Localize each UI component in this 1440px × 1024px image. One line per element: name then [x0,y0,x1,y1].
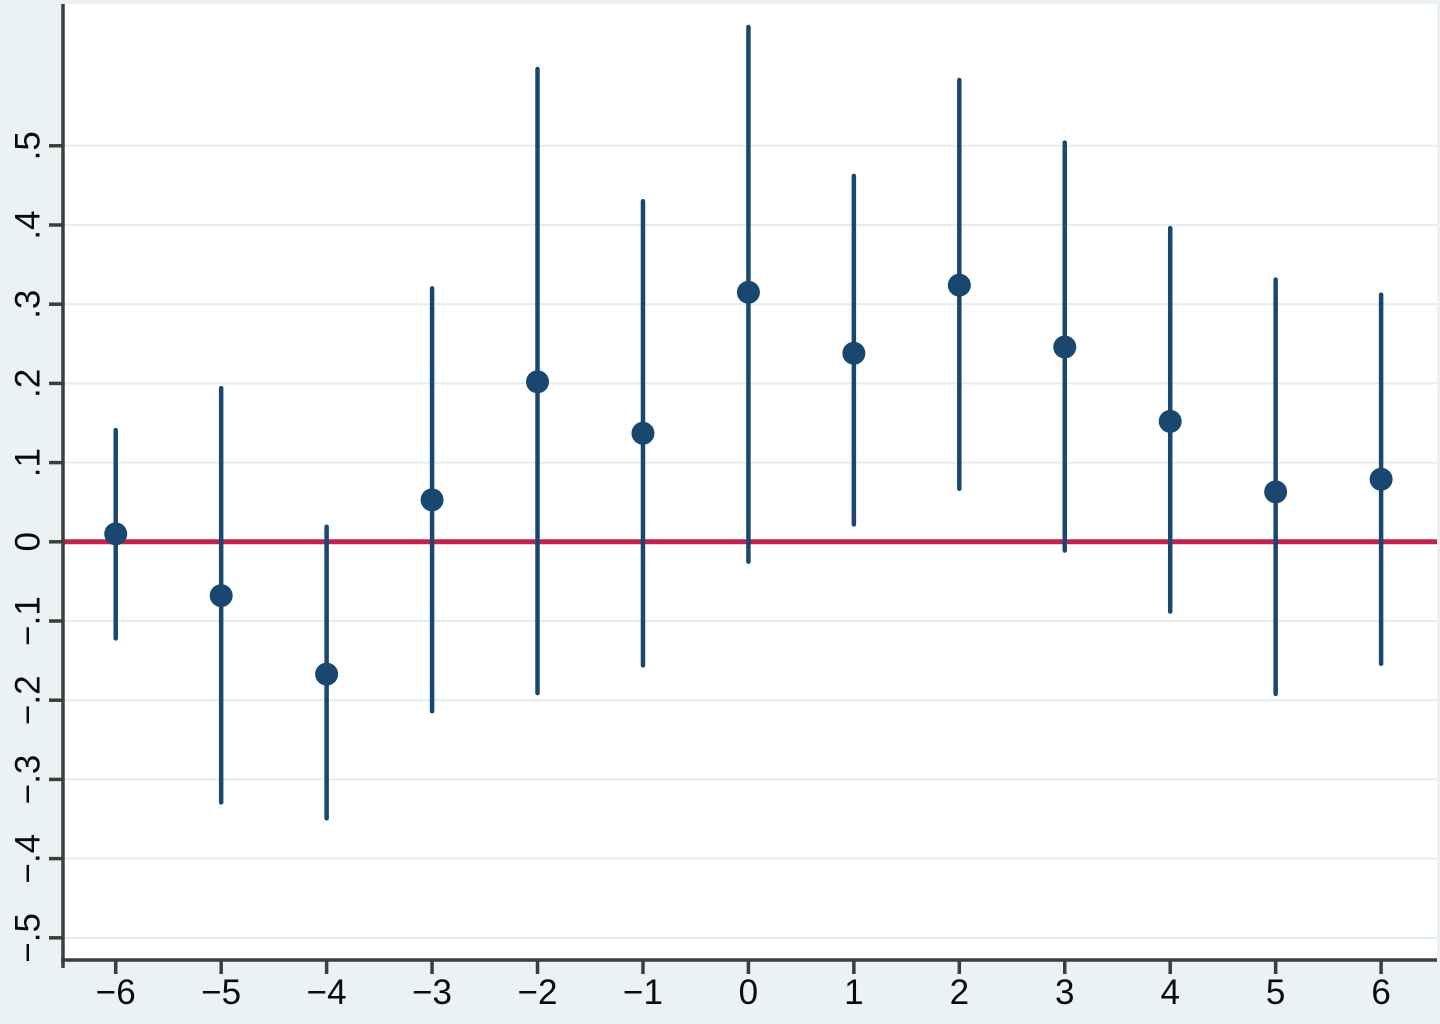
x-tick-label: −3 [412,973,452,1012]
coef-marker [1369,467,1393,491]
x-tick-label: 3 [1055,973,1074,1012]
coef-marker [1158,409,1182,433]
coef-marker [209,584,233,608]
x-tick-label: −5 [201,973,241,1012]
coef-marker [947,273,971,297]
y-tick-label: .5 [9,131,48,160]
coef-marker [736,280,760,304]
x-tick-label: 0 [739,973,758,1012]
y-tick-label: −.3 [9,755,48,805]
coef-marker [315,662,339,686]
coef-marker [526,370,550,394]
coef-marker [1264,480,1288,504]
y-tick-label: −.5 [9,913,48,963]
y-tick-label: −.2 [9,675,48,725]
x-tick-label: 2 [950,973,969,1012]
coef-marker [631,421,655,445]
y-tick-label: .2 [9,369,48,398]
x-tick-label: 5 [1266,973,1285,1012]
y-tick-label: .4 [9,210,48,239]
x-tick-label: 1 [844,973,863,1012]
coef-marker [104,522,128,546]
x-tick-label: −2 [518,973,558,1012]
y-tick-label: .1 [9,448,48,477]
y-tick-label: −.4 [9,834,48,884]
x-tick-label: 6 [1371,973,1390,1012]
x-tick-label: −6 [96,973,136,1012]
x-tick-label: −1 [623,973,663,1012]
y-tick-label: 0 [9,532,48,551]
x-tick-label: −4 [307,973,347,1012]
coef-marker [1053,335,1077,359]
coef-marker [420,488,444,512]
coef-marker [842,341,866,365]
y-tick-label: −.1 [9,596,48,646]
x-tick-label: 4 [1160,973,1179,1012]
y-tick-label: .3 [9,290,48,319]
